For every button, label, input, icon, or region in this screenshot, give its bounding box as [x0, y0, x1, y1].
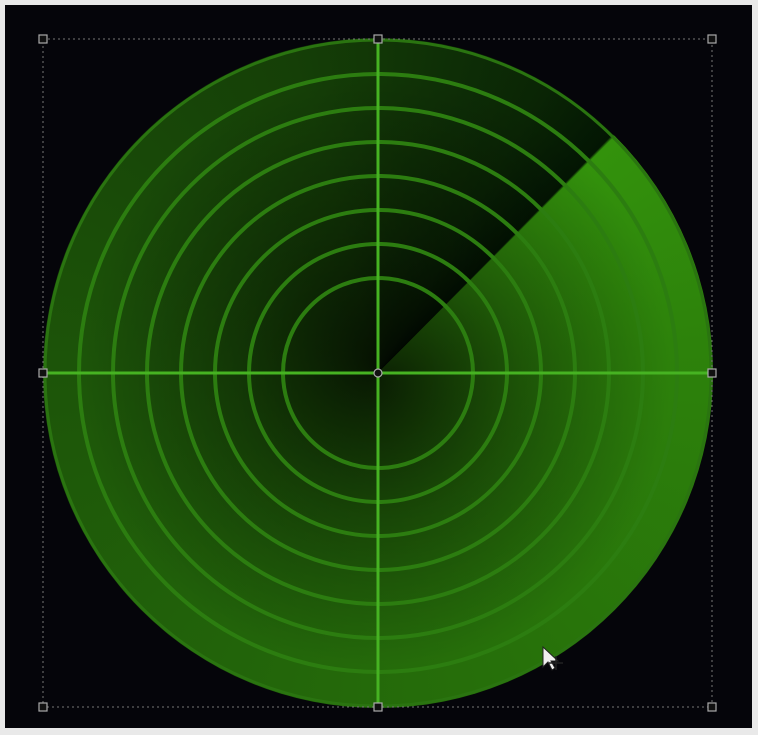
- center-handle[interactable]: [373, 368, 383, 378]
- handle[interactable]: [38, 34, 48, 44]
- handle[interactable]: [707, 368, 717, 378]
- mouse-cursor: [542, 645, 563, 671]
- selection-handles: [38, 34, 717, 712]
- handle[interactable]: [38, 702, 48, 712]
- cursor-move: [549, 656, 563, 670]
- handle[interactable]: [38, 368, 48, 378]
- handle[interactable]: [373, 34, 383, 44]
- handle[interactable]: [707, 702, 717, 712]
- handle[interactable]: [707, 34, 717, 44]
- handle[interactable]: [373, 702, 383, 712]
- cursor-arrow: [542, 645, 560, 671]
